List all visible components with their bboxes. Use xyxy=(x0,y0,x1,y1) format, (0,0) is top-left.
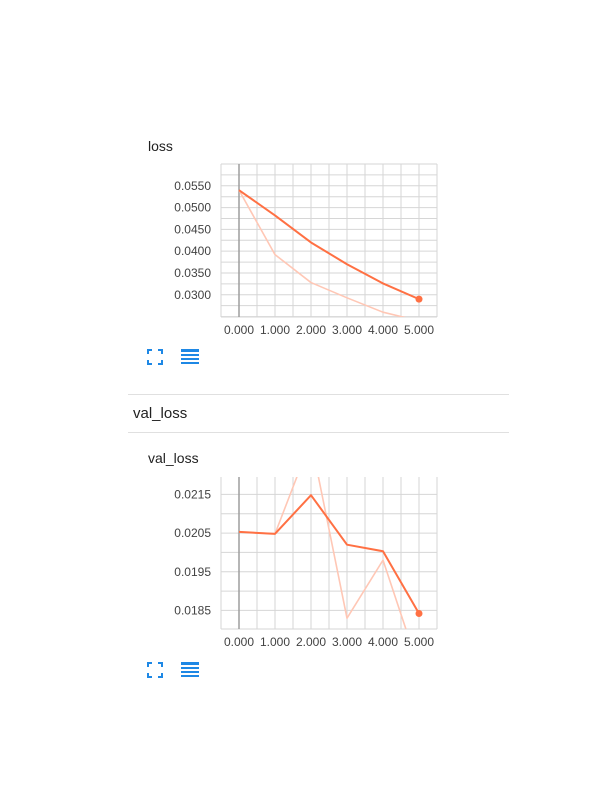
chart-title-val-loss: val_loss xyxy=(148,450,199,466)
x-tick-label: 3.000 xyxy=(332,323,362,337)
chart-title-loss: loss xyxy=(148,138,173,154)
y-tick-label: 0.0350 xyxy=(174,266,211,280)
y-tick-label: 0.0500 xyxy=(174,201,211,215)
last-point-marker xyxy=(415,295,423,303)
x-tick-label: 4.000 xyxy=(368,635,398,649)
data-table-icon[interactable] xyxy=(180,347,200,367)
fullscreen-icon[interactable] xyxy=(145,660,165,680)
x-tick-label: 2.000 xyxy=(296,323,326,337)
y-tick-label: 0.0215 xyxy=(174,487,211,501)
x-tick-label: 0.000 xyxy=(224,635,254,649)
data-table-icon[interactable] xyxy=(180,660,200,680)
y-tick-label: 0.0550 xyxy=(174,179,211,193)
x-tick-label: 0.000 xyxy=(224,323,254,337)
x-tick-label: 5.000 xyxy=(404,323,434,337)
fullscreen-icon[interactable] xyxy=(145,347,165,367)
y-tick-label: 0.0185 xyxy=(174,603,211,617)
x-tick-label: 1.000 xyxy=(260,323,290,337)
last-point-marker xyxy=(415,610,423,618)
x-tick-label: 1.000 xyxy=(260,635,290,649)
x-tick-label: 2.000 xyxy=(296,635,326,649)
y-tick-label: 0.0195 xyxy=(174,565,211,579)
y-tick-label: 0.0400 xyxy=(174,244,211,258)
smoothed-series-line xyxy=(238,494,420,615)
y-tick-label: 0.0300 xyxy=(174,288,211,302)
section-title: val_loss xyxy=(133,405,188,422)
section-header[interactable]: val_loss xyxy=(128,394,509,433)
x-tick-label: 4.000 xyxy=(368,323,398,337)
smoothed-series-line xyxy=(238,189,420,301)
y-tick-label: 0.0205 xyxy=(174,526,211,540)
x-tick-label: 3.000 xyxy=(332,635,362,649)
y-tick-label: 0.0450 xyxy=(174,222,211,236)
raw-series-line xyxy=(238,189,407,317)
x-tick-label: 5.000 xyxy=(404,635,434,649)
